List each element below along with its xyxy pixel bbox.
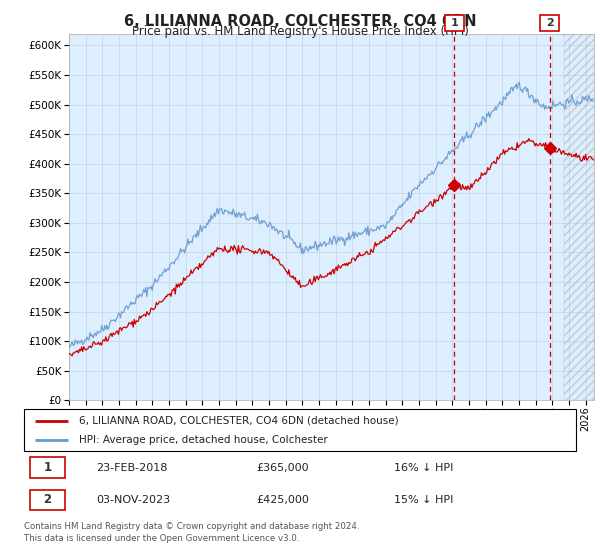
Text: 16% ↓ HPI: 16% ↓ HPI bbox=[394, 463, 453, 473]
Text: £425,000: £425,000 bbox=[256, 495, 309, 505]
Text: Price paid vs. HM Land Registry's House Price Index (HPI): Price paid vs. HM Land Registry's House … bbox=[131, 25, 469, 38]
Text: 1: 1 bbox=[43, 461, 52, 474]
Text: 15% ↓ HPI: 15% ↓ HPI bbox=[394, 495, 453, 505]
Text: 2: 2 bbox=[43, 493, 52, 506]
FancyBboxPatch shape bbox=[24, 409, 576, 451]
Text: 23-FEB-2018: 23-FEB-2018 bbox=[96, 463, 167, 473]
Text: 6, LILIANNA ROAD, COLCHESTER, CO4 6DN (detached house): 6, LILIANNA ROAD, COLCHESTER, CO4 6DN (d… bbox=[79, 416, 399, 426]
Text: £365,000: £365,000 bbox=[256, 463, 308, 473]
Text: HPI: Average price, detached house, Colchester: HPI: Average price, detached house, Colc… bbox=[79, 435, 328, 445]
FancyBboxPatch shape bbox=[29, 489, 65, 510]
Text: 03-NOV-2023: 03-NOV-2023 bbox=[96, 495, 170, 505]
Text: 6, LILIANNA ROAD, COLCHESTER, CO4 6DN: 6, LILIANNA ROAD, COLCHESTER, CO4 6DN bbox=[124, 14, 476, 29]
FancyBboxPatch shape bbox=[29, 458, 65, 478]
Text: Contains HM Land Registry data © Crown copyright and database right 2024.
This d: Contains HM Land Registry data © Crown c… bbox=[24, 522, 359, 543]
Text: 2: 2 bbox=[546, 18, 554, 28]
Text: 1: 1 bbox=[451, 18, 458, 28]
